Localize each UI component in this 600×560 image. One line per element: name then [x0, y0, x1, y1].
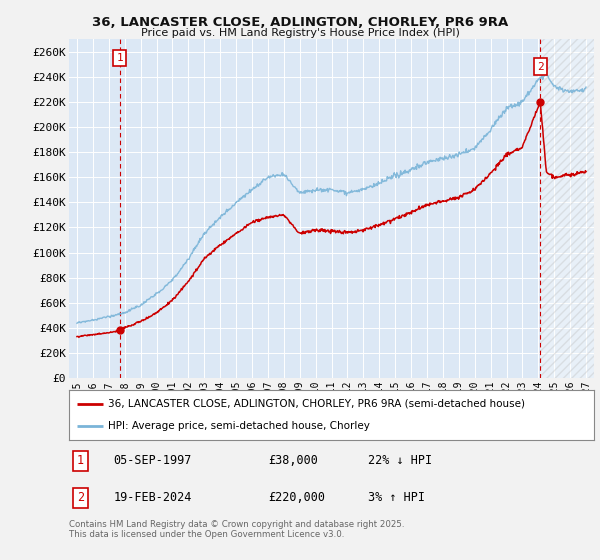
Bar [540, 39, 594, 378]
Text: £220,000: £220,000 [269, 491, 325, 505]
Text: 36, LANCASTER CLOSE, ADLINGTON, CHORLEY, PR6 9RA (semi-detached house): 36, LANCASTER CLOSE, ADLINGTON, CHORLEY,… [109, 399, 526, 409]
Text: 3% ↑ HPI: 3% ↑ HPI [368, 491, 425, 505]
Text: Price paid vs. HM Land Registry's House Price Index (HPI): Price paid vs. HM Land Registry's House … [140, 28, 460, 38]
Text: 36, LANCASTER CLOSE, ADLINGTON, CHORLEY, PR6 9RA: 36, LANCASTER CLOSE, ADLINGTON, CHORLEY,… [92, 16, 508, 29]
Text: 19-FEB-2024: 19-FEB-2024 [113, 491, 192, 505]
Text: 1: 1 [77, 454, 84, 468]
Text: 05-SEP-1997: 05-SEP-1997 [113, 454, 192, 468]
Text: 2: 2 [537, 62, 544, 72]
Text: 1: 1 [116, 53, 123, 63]
Text: 22% ↓ HPI: 22% ↓ HPI [368, 454, 433, 468]
Text: £38,000: £38,000 [269, 454, 319, 468]
Text: Contains HM Land Registry data © Crown copyright and database right 2025.
This d: Contains HM Land Registry data © Crown c… [69, 520, 404, 539]
Text: HPI: Average price, semi-detached house, Chorley: HPI: Average price, semi-detached house,… [109, 421, 370, 431]
Text: 2: 2 [77, 491, 84, 505]
